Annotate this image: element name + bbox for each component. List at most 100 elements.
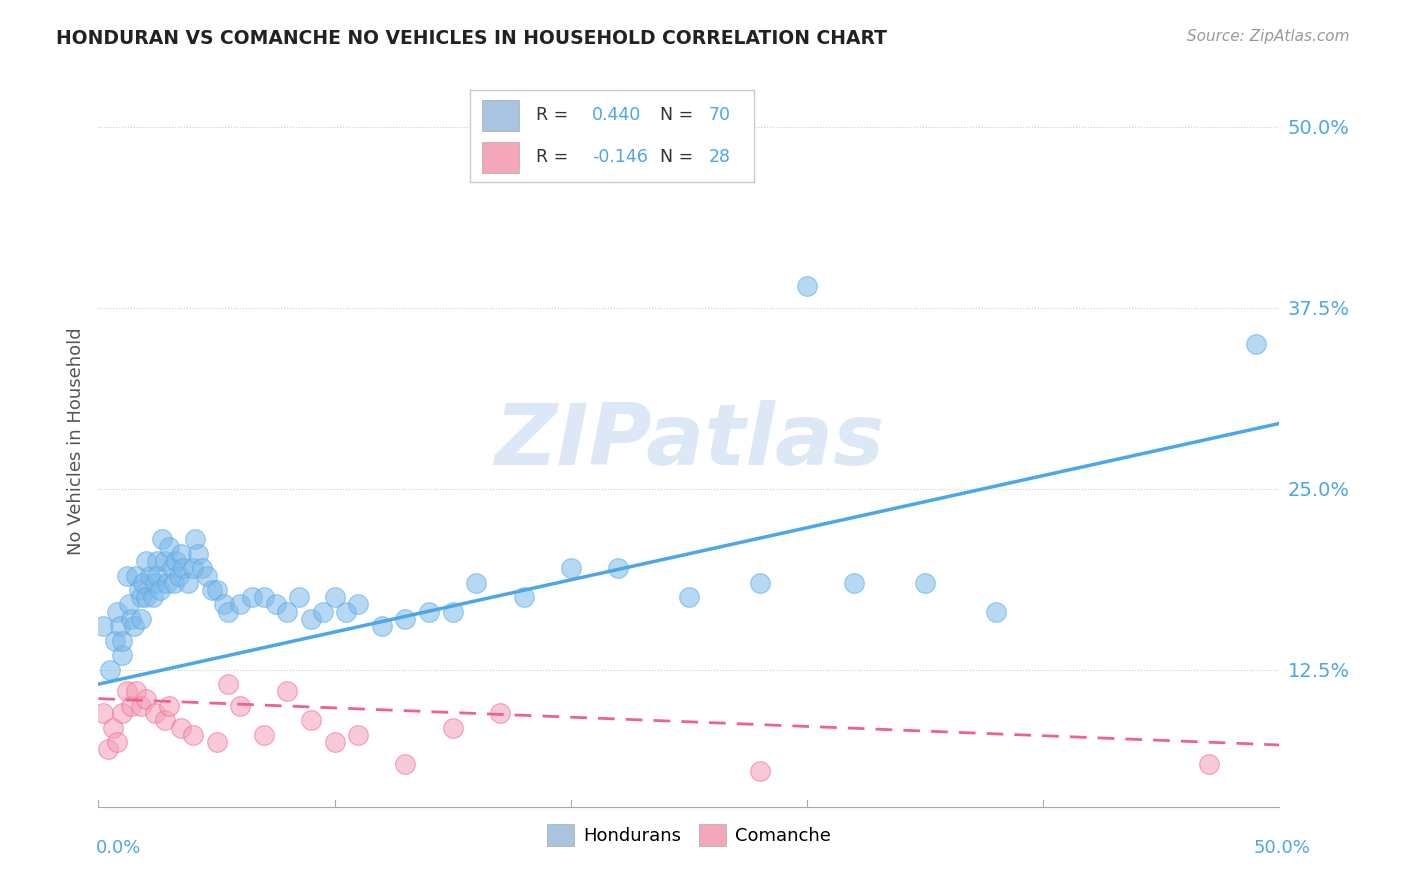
Point [229, 598, 252, 612]
Point [149, 582, 172, 597]
Point [288, 591, 311, 605]
Point [844, 575, 866, 590]
Point [253, 728, 276, 742]
Point [465, 575, 488, 590]
Point [201, 582, 224, 597]
Point [1244, 336, 1267, 351]
Point [441, 605, 464, 619]
Point [172, 561, 194, 575]
Point [394, 612, 416, 626]
Point [146, 554, 169, 568]
Point [1198, 756, 1220, 771]
Point [181, 561, 204, 575]
Point [184, 533, 207, 547]
Y-axis label: No Vehicles in Household: No Vehicles in Household [66, 327, 84, 556]
Point [205, 735, 228, 749]
Text: HONDURAN VS COMANCHE NO VEHICLES IN HOUSEHOLD CORRELATION CHART: HONDURAN VS COMANCHE NO VEHICLES IN HOUS… [56, 29, 887, 47]
Point [276, 605, 298, 619]
Point [139, 568, 162, 582]
Point [240, 591, 263, 605]
Point [748, 575, 770, 590]
Point [135, 554, 157, 568]
Legend: Hondurans, Comanche: Hondurans, Comanche [540, 816, 838, 853]
Point [91, 706, 114, 720]
Point [125, 568, 148, 582]
Point [253, 591, 276, 605]
Point [146, 568, 169, 582]
Point [299, 714, 322, 728]
Point [170, 721, 193, 735]
Point [170, 547, 193, 561]
Point [129, 591, 152, 605]
Point [105, 735, 128, 749]
Point [347, 728, 370, 742]
Point [98, 663, 121, 677]
Point [678, 591, 700, 605]
Point [122, 619, 145, 633]
Point [394, 756, 416, 771]
Point [153, 554, 176, 568]
Point [229, 698, 252, 713]
Point [115, 684, 138, 698]
Point [312, 605, 335, 619]
Point [157, 540, 180, 554]
Point [335, 605, 357, 619]
Point [105, 605, 128, 619]
Point [101, 721, 124, 735]
Point [125, 684, 148, 698]
Point [143, 706, 166, 720]
Point [157, 698, 180, 713]
Point [128, 582, 150, 597]
Point [984, 605, 1007, 619]
Point [512, 591, 534, 605]
Point [160, 561, 183, 575]
Point [135, 591, 157, 605]
Point [217, 677, 239, 691]
Point [143, 575, 166, 590]
Point [323, 735, 346, 749]
Point [489, 706, 512, 720]
Point [914, 575, 936, 590]
Point [347, 598, 370, 612]
Point [104, 633, 127, 648]
Text: 0.0%: 0.0% [96, 838, 141, 856]
Point [181, 728, 204, 742]
Point [156, 575, 179, 590]
Point [748, 764, 770, 778]
Point [91, 619, 114, 633]
Point [276, 684, 298, 698]
Point [150, 533, 173, 547]
Point [111, 648, 134, 663]
Point [195, 568, 218, 582]
Point [205, 582, 228, 597]
Point [191, 561, 214, 575]
Point [165, 554, 187, 568]
Point [371, 619, 394, 633]
Point [167, 568, 190, 582]
Point [97, 742, 120, 756]
Point [121, 698, 143, 713]
Text: 50.0%: 50.0% [1254, 838, 1310, 856]
Point [132, 575, 155, 590]
Point [607, 561, 630, 575]
Point [121, 612, 143, 626]
Point [153, 714, 176, 728]
Point [111, 706, 134, 720]
Point [217, 605, 239, 619]
Point [163, 575, 186, 590]
Point [323, 591, 346, 605]
Point [187, 547, 209, 561]
Text: Source: ZipAtlas.com: Source: ZipAtlas.com [1187, 29, 1350, 44]
Point [299, 612, 322, 626]
Point [264, 598, 287, 612]
Point [177, 575, 200, 590]
Point [560, 561, 582, 575]
Point [418, 605, 440, 619]
Point [796, 278, 818, 293]
Point [129, 612, 152, 626]
Point [108, 619, 131, 633]
Point [115, 568, 138, 582]
Point [441, 721, 464, 735]
Point [135, 691, 157, 706]
Point [118, 598, 141, 612]
